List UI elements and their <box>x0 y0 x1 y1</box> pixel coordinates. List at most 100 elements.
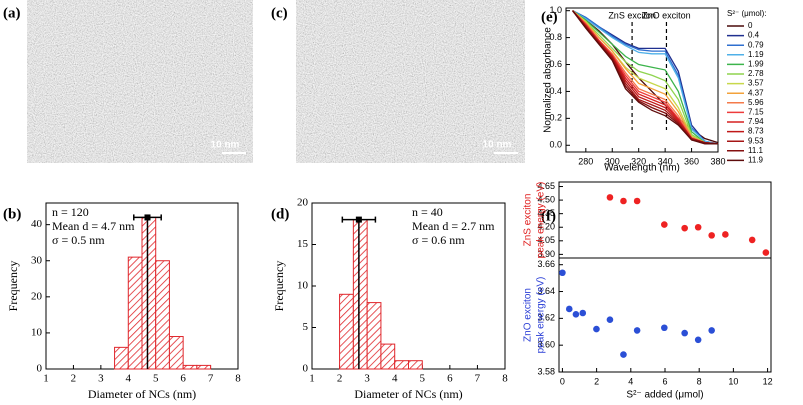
x-tick-label: 4 <box>392 373 398 385</box>
x-tick-label: 6 <box>180 373 186 385</box>
plot-frame <box>565 7 719 153</box>
tem-picture <box>27 0 253 163</box>
x-tick-label: 7 <box>208 373 214 385</box>
annotation: σ = 0.5 nm <box>52 233 105 247</box>
y-tick-label: 0.2 <box>549 113 562 123</box>
data-point <box>633 197 641 205</box>
histogram-bar <box>182 364 198 370</box>
plot-frame <box>558 257 772 373</box>
data-point <box>606 316 614 323</box>
data-point <box>681 329 688 337</box>
panel-label: (f) <box>541 208 556 224</box>
histogram-bar <box>352 219 368 370</box>
y-tick-label: 4.50 <box>537 194 555 204</box>
histogram-bar <box>127 256 143 370</box>
legend-label: 9.53 <box>748 136 764 145</box>
data-point <box>579 309 587 317</box>
panel-label: (d) <box>271 206 289 222</box>
legend-label: 7.94 <box>748 117 764 126</box>
annotation: n = 40 <box>412 205 443 219</box>
y-axis-label: peak energy (eV) <box>536 277 547 354</box>
data-point <box>681 224 688 232</box>
data-point <box>748 236 756 244</box>
legend-label: 7.15 <box>748 108 764 117</box>
legend-title: S²⁻ (μmol): <box>727 9 767 18</box>
y-axis-label: peak energy (eV) <box>536 182 547 259</box>
x-tick-label: 340 <box>658 156 673 166</box>
panel-label: (e) <box>541 9 558 25</box>
x-tick-label: 6 <box>662 376 667 386</box>
y-tick-label: 20 <box>31 290 43 302</box>
panel-label: (c) <box>271 5 288 21</box>
legend-label: 1.19 <box>748 50 764 59</box>
histogram-bar <box>141 216 157 370</box>
y-tick-label: 3.60 <box>537 340 555 350</box>
histogram-bar <box>339 293 354 370</box>
y-tick-label: 0.4 <box>549 86 562 96</box>
data-point <box>722 231 729 238</box>
data-point <box>762 249 770 256</box>
y-axis-label: ZnS exciton <box>523 194 534 247</box>
mean-marker <box>144 214 151 221</box>
scale-bar-label: 10 nm <box>211 140 240 151</box>
x-tick-label: 0 <box>560 376 565 386</box>
data-point <box>572 311 580 318</box>
x-tick-label: 320 <box>631 156 646 166</box>
data-point <box>606 194 614 201</box>
absorbance-line <box>572 10 719 145</box>
absorbance-line <box>572 10 718 145</box>
x-tick-label: 3 <box>98 373 104 385</box>
y-axis-label: Frequency <box>272 261 286 312</box>
y-axis-label: Normalized absorbance <box>543 27 554 133</box>
histogram-bar <box>394 360 410 370</box>
y-tick-label: 40 <box>31 218 43 230</box>
annotation: σ = 0.6 nm <box>412 233 465 247</box>
panel-label: (b) <box>3 206 21 222</box>
legend-label: 5.96 <box>748 98 764 107</box>
y-tick-label: 4.65 <box>537 181 555 191</box>
y-axis-label: ZnO exciton <box>523 288 534 342</box>
y-tick-label: 15 <box>297 238 309 250</box>
data-point <box>694 336 702 344</box>
annotation: ZnS exciton <box>608 10 656 20</box>
data-point <box>633 327 641 334</box>
x-tick-label: 12 <box>763 376 773 386</box>
y-tick-label: 4.35 <box>537 208 555 218</box>
chart-panel: 0 10 20 30 40 1 2 3 4 5 6 7 8 (b) Diameter of NCs (nm)… <box>3 202 241 401</box>
x-tick-label: 7 <box>475 373 481 385</box>
histogram-bar <box>155 260 170 370</box>
x-tick-label: 2 <box>337 373 343 385</box>
legend-label: 3.57 <box>748 79 764 88</box>
y-tick-label: 4.20 <box>537 222 555 232</box>
x-tick-label: 380 <box>710 156 725 166</box>
data-point <box>708 232 715 239</box>
histogram-bar <box>408 360 423 370</box>
legend-label: 8.73 <box>748 127 764 136</box>
data-point <box>708 327 715 334</box>
y-tick-label: 10 <box>297 280 309 292</box>
x-axis-label: Wavelength (nm) <box>604 163 680 174</box>
x-tick-label: 8 <box>697 376 702 386</box>
x-tick-label: 5 <box>420 373 426 385</box>
y-tick-label: 3.66 <box>537 259 555 269</box>
legend-label: 4.37 <box>748 88 764 97</box>
x-tick-label: 4 <box>628 376 633 386</box>
legend-label: 0 <box>748 21 753 30</box>
x-tick-label: 280 <box>578 156 593 166</box>
legend-label: 0.79 <box>748 40 764 49</box>
tem-image-a: 10 nm (a) <box>3 0 253 163</box>
data-point <box>565 305 573 313</box>
legend-label: 2.78 <box>748 69 764 78</box>
tem-picture <box>296 0 525 163</box>
x-tick-label: 3 <box>364 373 370 385</box>
histogram-bar <box>366 302 382 370</box>
y-tick-label: 3.58 <box>537 366 555 376</box>
x-tick-label: 10 <box>728 376 738 386</box>
tem-image-c: 10 nm (c) <box>271 0 525 163</box>
y-tick-label: 10 <box>31 326 43 338</box>
y-tick-label: 5 <box>303 321 309 333</box>
histogram-bar <box>114 346 129 370</box>
x-tick-label: 6 <box>447 373 453 385</box>
x-tick-label: 5 <box>153 373 159 385</box>
